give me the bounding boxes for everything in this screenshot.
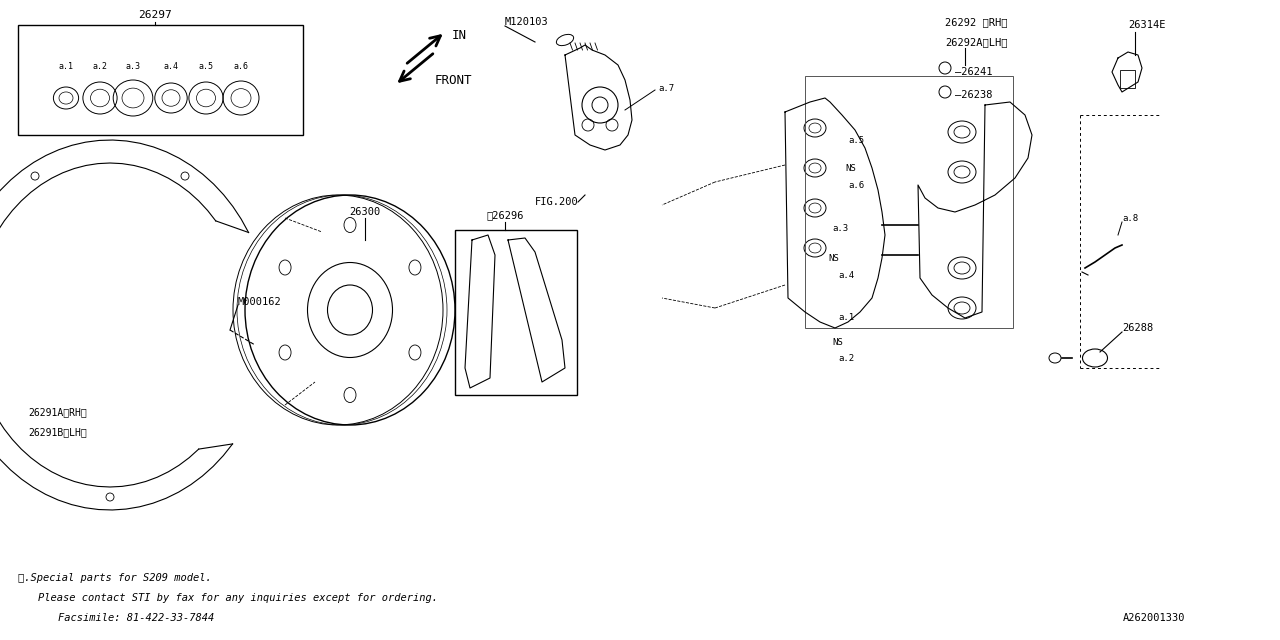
Text: a.8: a.8	[1123, 214, 1138, 223]
Text: 26291B〈LH〉: 26291B〈LH〉	[28, 427, 87, 437]
Text: NS: NS	[845, 163, 856, 173]
Text: 26300: 26300	[349, 207, 380, 217]
Text: 26292A〈LH〉: 26292A〈LH〉	[945, 37, 1007, 47]
Text: Facsimile: 81-422-33-7844: Facsimile: 81-422-33-7844	[58, 613, 214, 623]
Text: ※26296: ※26296	[486, 210, 524, 220]
Bar	[18, 25, 303, 135]
Text: Please contact STI by fax for any inquiries except for ordering.: Please contact STI by fax for any inquir…	[38, 593, 438, 603]
Text: a.7: a.7	[658, 83, 675, 93]
Text: 26297: 26297	[138, 10, 172, 20]
Text: NS: NS	[828, 253, 838, 262]
Text: M120103: M120103	[506, 17, 549, 27]
Text: a.1: a.1	[59, 61, 73, 70]
Text: 26314E: 26314E	[1128, 20, 1166, 30]
Text: ※.Special parts for S209 model.: ※.Special parts for S209 model.	[18, 573, 211, 583]
Text: a.2: a.2	[838, 353, 854, 362]
Text: a.2: a.2	[92, 61, 108, 70]
Text: a.3: a.3	[832, 223, 849, 232]
Text: FRONT: FRONT	[435, 74, 472, 86]
Text: a.6: a.6	[849, 180, 864, 189]
Bar	[805, 76, 1012, 328]
Text: a.4: a.4	[164, 61, 178, 70]
Text: a.5: a.5	[849, 136, 864, 145]
Text: —26238: —26238	[955, 90, 992, 100]
Text: 26288: 26288	[1123, 323, 1153, 333]
Bar	[1120, 70, 1135, 88]
Text: FIG.200: FIG.200	[535, 197, 579, 207]
Text: M000162: M000162	[238, 297, 282, 307]
Text: NS: NS	[832, 337, 842, 346]
Text: 26292 〈RH〉: 26292 〈RH〉	[945, 17, 1007, 27]
Text: 26291A〈RH〉: 26291A〈RH〉	[28, 407, 87, 417]
Text: a.1: a.1	[838, 314, 854, 323]
Text: IN: IN	[452, 29, 467, 42]
Text: a.3: a.3	[125, 61, 141, 70]
Text: —26241: —26241	[955, 67, 992, 77]
Text: A262001330: A262001330	[1123, 613, 1185, 623]
Text: a.5: a.5	[198, 61, 214, 70]
Bar	[454, 230, 577, 395]
Text: a.6: a.6	[233, 61, 248, 70]
Text: a.4: a.4	[838, 271, 854, 280]
